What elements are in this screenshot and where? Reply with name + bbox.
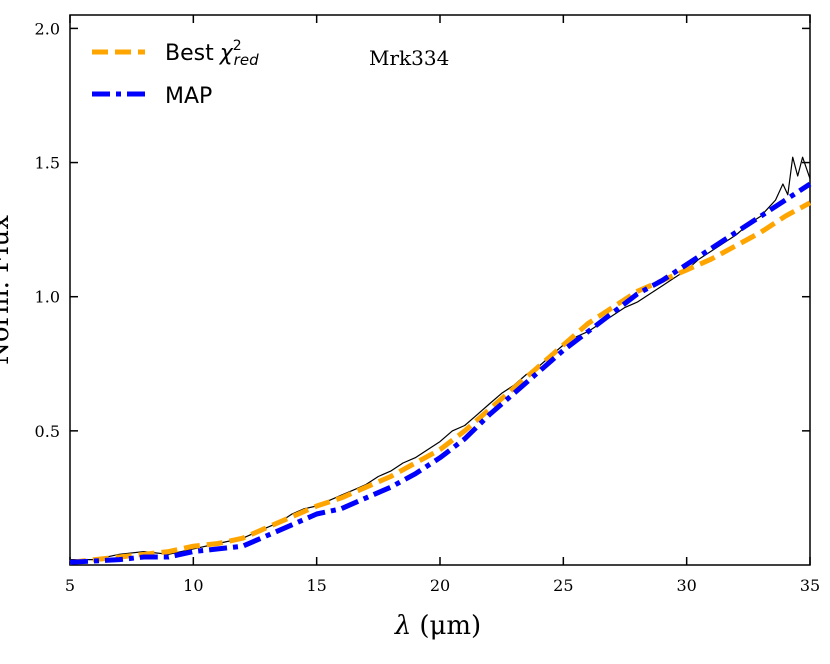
y-axis-label: Norm. Flux (0, 215, 15, 365)
y-tick-label: 2.0 (35, 19, 60, 38)
legend-label-map: MAP (165, 84, 212, 109)
x-tick-label: 35 (800, 576, 820, 595)
x-tick-label: 20 (430, 576, 450, 595)
series-best-chi2-line (69, 200, 812, 565)
y-tick-label: 0.5 (35, 422, 60, 441)
x-tick-label: 30 (676, 576, 696, 595)
tick-group (69, 15, 811, 565)
x-axis-label-symbol: λ (394, 611, 411, 641)
x-tick-label: 5 (65, 576, 75, 595)
x-tick-label: 25 (553, 576, 573, 595)
y-tick-label: 1.0 (35, 288, 60, 307)
legend-label-best: Best χ2 red (165, 38, 259, 69)
legend-chi-symbol: χ (219, 41, 234, 66)
x-tick-label: 15 (306, 576, 326, 595)
legend-best-word: Best (165, 41, 214, 66)
series-map-line (69, 181, 812, 565)
legend: Best χ2 red MAP (92, 38, 259, 109)
x-axis-label-unit: (μm) (419, 611, 481, 641)
series-group (69, 156, 812, 565)
annotation-object-name: Mrk334 (369, 46, 449, 70)
x-tick-label: 10 (183, 576, 203, 595)
x-axis-label: λ (μm) (394, 611, 481, 641)
y-tick-label: 1.5 (35, 154, 60, 173)
legend-chi-sub: red (234, 51, 259, 69)
legend-chi-sup: 2 (233, 38, 242, 54)
tick-label-group: 5 10 15 20 25 30 35 0.5 1.0 1.5 2.0 (35, 19, 821, 595)
series-observed-line (70, 156, 811, 561)
